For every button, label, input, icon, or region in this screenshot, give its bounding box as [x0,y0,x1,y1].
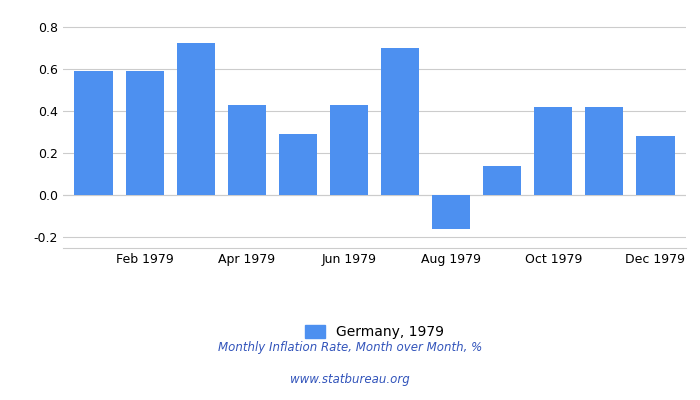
Text: www.statbureau.org: www.statbureau.org [290,374,410,386]
Bar [585,107,624,195]
Bar [432,195,470,229]
Text: Monthly Inflation Rate, Month over Month, %: Monthly Inflation Rate, Month over Month… [218,342,482,354]
Bar [74,71,113,195]
Bar [534,107,573,195]
Bar [176,44,215,195]
Bar [228,104,266,195]
Legend: Germany, 1979: Germany, 1979 [299,320,450,345]
Bar [381,48,419,195]
Bar [279,134,317,195]
Bar [483,166,522,195]
Bar [636,136,675,195]
Bar [330,104,368,195]
Bar [125,71,164,195]
